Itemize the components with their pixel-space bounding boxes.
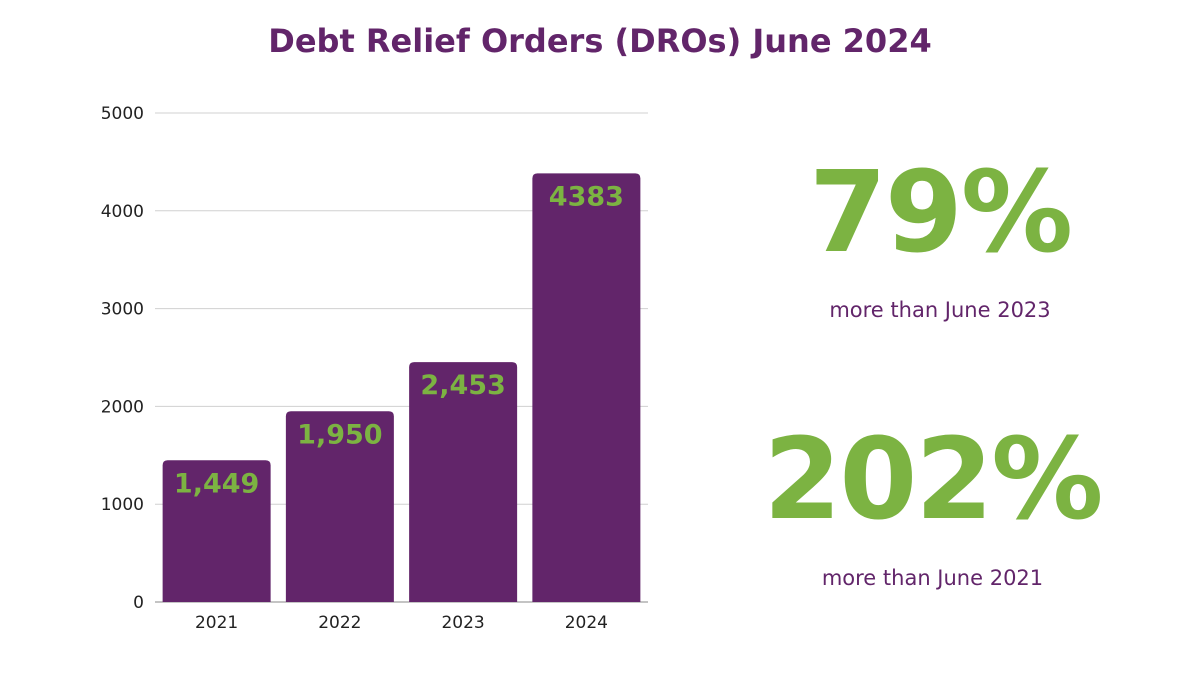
y-tick-label: 3000 bbox=[101, 300, 144, 320]
stat-percent-vs-2023: 79% bbox=[808, 148, 1073, 278]
data-label-2022: 1,950 bbox=[297, 419, 382, 450]
stat-caption-vs-2023: more than June 2023 bbox=[829, 298, 1051, 322]
bar-2023 bbox=[409, 362, 518, 602]
data-label-2023: 2,453 bbox=[420, 370, 505, 401]
y-tick-label: 0 bbox=[133, 593, 144, 613]
stat-caption-vs-2021: more than June 2021 bbox=[821, 566, 1044, 590]
y-tick-label: 4000 bbox=[101, 202, 144, 222]
bar-2022 bbox=[285, 411, 394, 602]
bar-chart: 0 1000 2000 3000 4000 5000 1,449 2021 1,950 2022 2… bbox=[101, 104, 648, 633]
data-label-2024: 4383 bbox=[549, 181, 624, 212]
x-tick-label: 2024 bbox=[565, 613, 608, 633]
x-tick-label: 2023 bbox=[441, 613, 484, 633]
x-tick-label: 2021 bbox=[195, 613, 238, 633]
x-tick-label: 2022 bbox=[318, 613, 361, 633]
y-tick-label: 5000 bbox=[101, 104, 144, 124]
chart-title: Debt Relief Orders (DROs) June 2024 bbox=[268, 22, 932, 60]
stat-percent-vs-2021: 202% bbox=[763, 415, 1103, 545]
bar-2024 bbox=[532, 173, 641, 603]
y-tick-label: 2000 bbox=[101, 397, 144, 417]
data-label-2021: 1,449 bbox=[174, 468, 259, 499]
y-tick-label: 1000 bbox=[101, 495, 144, 515]
bar-2021 bbox=[162, 460, 271, 602]
